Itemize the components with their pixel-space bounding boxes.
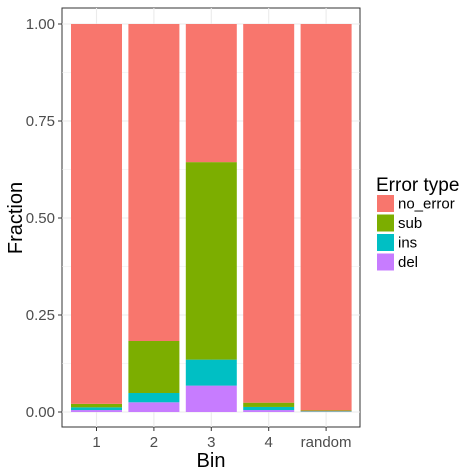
bar-segment-ins (185, 359, 237, 386)
legend-key-no-error (377, 195, 394, 212)
x-tick-label: 4 (265, 434, 273, 451)
bar-segment-sub (243, 402, 295, 407)
y-tick-label: 0.00 (26, 404, 55, 421)
bar-segment-sub (185, 162, 237, 360)
y-tick-label: 1.00 (26, 16, 55, 33)
y-axis: 0.00 0.25 0.50 0.75 1.00 (26, 16, 62, 421)
bar-segment-no-error (71, 24, 122, 404)
x-tick-label: 1 (92, 434, 100, 451)
bar-segment-no-error (185, 24, 237, 163)
legend-title: Error type (376, 175, 459, 196)
bar-segment-del (185, 385, 237, 412)
legend-key-ins (377, 234, 394, 251)
legend-key-sub (377, 214, 394, 232)
bars (71, 24, 352, 412)
bar-segment-sub (128, 340, 180, 393)
bar-segment-del (243, 410, 295, 412)
bar-segment-no-error (300, 24, 352, 411)
legend-label-ins: ins (398, 235, 417, 252)
bar-segment-ins (128, 392, 180, 403)
y-tick-label: 0.50 (26, 210, 55, 227)
legend-label-no-error: no_error (398, 196, 455, 213)
x-tick-label: random (301, 434, 352, 451)
bar-segment-no-error (243, 24, 295, 403)
x-axis: 1 2 3 4 random (92, 427, 352, 451)
legend-key-del (377, 253, 394, 271)
legend-label-del: del (398, 254, 418, 271)
bar-segment-ins (243, 406, 295, 411)
bar-segment-no-error (128, 24, 180, 341)
bar-segment-sub (300, 410, 352, 412)
bar-segment-del (71, 410, 122, 412)
legend-label-sub: sub (398, 215, 422, 232)
y-tick-label: 0.25 (26, 307, 55, 324)
x-tick-label: 2 (150, 434, 158, 451)
x-tick-label: 3 (207, 434, 215, 451)
bar-segment-sub (71, 403, 122, 408)
bar-segment-ins (71, 407, 122, 411)
x-axis-title: Bin (197, 450, 226, 472)
y-tick-label: 0.75 (26, 113, 55, 130)
y-axis-title: Fraction (5, 182, 27, 254)
bar-segment-del (128, 402, 180, 412)
